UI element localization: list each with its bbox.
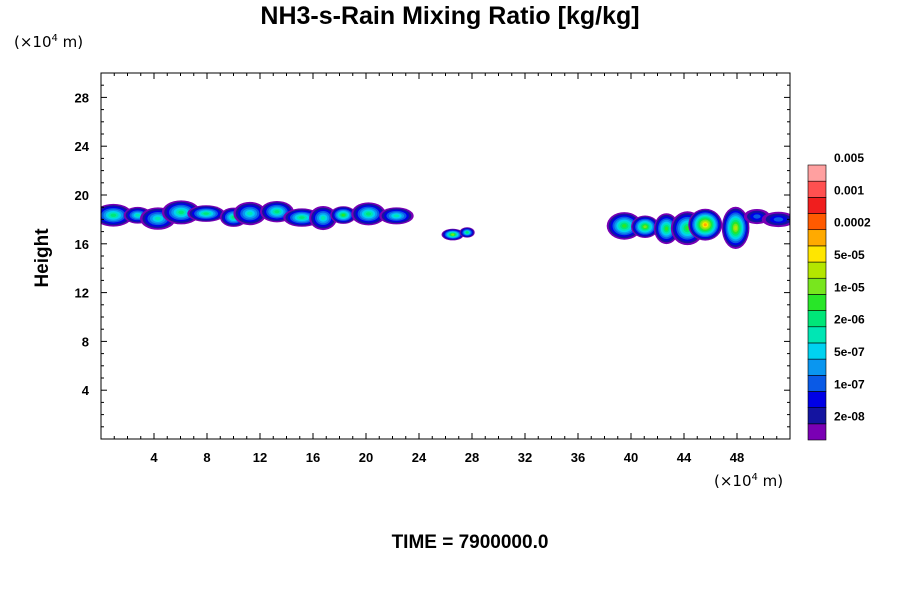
y-axis-unit: (×104 m)	[14, 33, 83, 51]
colorbar-label: 2e-08	[834, 410, 865, 424]
field-contour	[135, 213, 141, 217]
colorbar-label: 5e-07	[834, 345, 865, 359]
y-unit-prefix: (×10	[14, 33, 52, 51]
colorbar-cell	[807, 229, 827, 247]
y-unit-suffix: m)	[57, 33, 84, 51]
x-axis-unit: (×104 m)	[714, 472, 783, 490]
field-contour	[341, 213, 345, 217]
field-contour	[643, 225, 647, 229]
field-contour	[299, 216, 305, 219]
field-contour	[247, 211, 253, 216]
y-tick-label: 24	[75, 139, 90, 154]
x-tick-label: 36	[571, 450, 585, 465]
y-tick-label: 8	[82, 334, 89, 349]
y-tick-label: 12	[75, 286, 89, 301]
x-tick-label: 4	[150, 450, 158, 465]
colorbar-cell	[807, 261, 827, 279]
y-unit-exponent: 4	[51, 33, 58, 44]
x-tick-label: 24	[412, 450, 427, 465]
colorbar-cell	[807, 374, 827, 392]
field-contour	[203, 212, 209, 215]
field-contour	[622, 224, 627, 228]
y-tick-label: 28	[75, 90, 89, 105]
colorbar-cell	[807, 197, 827, 214]
colorbar-cell	[807, 213, 827, 231]
x-tick-label: 20	[359, 450, 373, 465]
colorbar-label: 2e-06	[834, 313, 865, 327]
colorbar-label: 5e-05	[834, 248, 865, 262]
field-contour	[365, 212, 372, 216]
colorbar-label: 0.0002	[834, 216, 871, 230]
x-tick-label: 32	[518, 450, 532, 465]
field-contour	[178, 210, 184, 215]
heatmap-field	[101, 200, 790, 249]
x-unit-prefix: (×10	[714, 472, 752, 490]
x-tick-label: 16	[306, 450, 320, 465]
x-tick-label: 28	[465, 450, 479, 465]
plot-frame	[100, 72, 791, 440]
colorbar-cell	[807, 294, 827, 311]
colorbar-cell	[807, 358, 827, 376]
field-contour	[465, 231, 469, 234]
colorbar-cell	[807, 310, 827, 328]
colorbar-cell	[807, 277, 827, 295]
x-tick-label: 8	[203, 450, 210, 465]
field-contour	[451, 233, 455, 236]
field-contour	[274, 210, 280, 214]
colorbar-cell	[807, 245, 827, 263]
chart-title: NH3-s-Rain Mixing Ratio [kg/kg]	[260, 2, 640, 30]
field-contour	[393, 214, 400, 218]
x-tick-label: 48	[730, 450, 744, 465]
time-label: TIME = 7900000.0	[391, 532, 549, 553]
colorbar-label: 0.001	[834, 183, 864, 197]
field-contour	[320, 216, 326, 221]
y-tick-label: 16	[75, 237, 89, 252]
colorbar-cell	[807, 326, 827, 344]
colorbar-cell	[807, 164, 827, 182]
colorbar-label: 0.005	[834, 151, 864, 165]
x-tick-label: 12	[253, 450, 267, 465]
colorbar: 2e-08 1e-07 5e-07 2e-06 1e-05 5e-05 0.0002 0.00…	[807, 151, 871, 441]
x-tick-label: 44	[677, 450, 692, 465]
x-unit-exponent: 4	[751, 472, 758, 483]
field-contour	[703, 223, 707, 227]
field-contour	[154, 216, 161, 221]
field-contour	[753, 214, 761, 219]
colorbar-cell	[807, 180, 827, 198]
field-contour	[110, 213, 117, 217]
colorbar-label: 1e-05	[834, 280, 865, 294]
x-unit-suffix: m)	[757, 472, 784, 490]
colorbar-label: 1e-07	[834, 377, 865, 391]
colorbar-cell	[807, 407, 827, 425]
x-tick-label: 40	[624, 450, 638, 465]
field-contour	[664, 226, 669, 231]
colorbar-cell	[807, 391, 827, 408]
colorbar-cell	[807, 423, 827, 441]
field-contour	[734, 225, 738, 231]
y-tick-label: 20	[75, 188, 89, 203]
y-tick-label: 4	[82, 383, 90, 398]
field-contour	[773, 217, 784, 222]
colorbar-cell	[807, 342, 827, 360]
